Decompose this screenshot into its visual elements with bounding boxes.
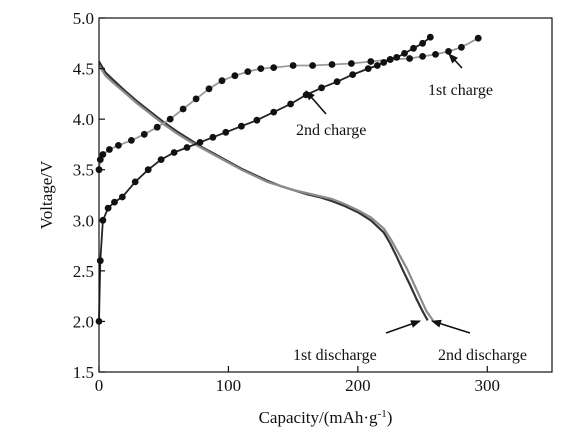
data-point-1st-charge [115,142,122,149]
annotation-label-2nd-charge: 2nd charge [296,122,366,139]
annotation-arrow-1st-charge [448,53,463,69]
data-point-2nd-charge [238,122,245,130]
data-point-2nd-charge [410,44,417,52]
series-1st-discharge [98,60,429,321]
annotation-arrow-1st-discharge [385,320,421,334]
annotation-arrow-2nd-discharge [431,319,471,334]
x-axis-title-superscript: -1 [378,408,387,420]
annotation-arrow-2nd-charge [305,90,327,115]
series-layer [95,33,482,325]
data-point-1st-charge [218,77,226,85]
y-tick-label: 5.0 [73,9,94,28]
data-point-1st-charge [328,61,336,68]
data-point-1st-charge [106,146,113,153]
data-point-2nd-charge [157,156,165,164]
data-point-2nd-charge [393,54,401,61]
data-point-2nd-charge [426,33,434,41]
data-point-2nd-charge [111,198,118,206]
annotation-1st-discharge: 1st discharge [293,320,421,364]
data-point-1st-charge [127,137,135,144]
annotation-1st-charge: 1st charge [428,53,493,99]
data-point-1st-charge [474,34,482,42]
data-point-1st-charge [140,130,148,138]
data-point-2nd-charge [386,56,394,63]
data-point-1st-charge [231,72,239,80]
data-point-1st-charge [179,105,187,113]
data-point-1st-charge [289,62,297,69]
data-point-1st-charge [153,123,161,131]
data-point-1st-charge [244,68,252,75]
annotation-label-1st-charge: 1st charge [428,82,493,99]
data-point-1st-charge [458,43,465,51]
data-point-2nd-charge [131,178,139,186]
plot-frame [98,17,553,373]
x-axis-title-close: ) [387,408,393,427]
data-point-1st-charge [432,51,439,58]
data-point-2nd-charge [196,139,204,146]
data-point-1st-charge [445,48,452,55]
x-tick-label: 300 [475,376,501,395]
annotation-2nd-discharge: 2nd discharge [431,319,527,364]
annotation-layer: 1st charge 2nd charge 1st discharge 2nd … [293,53,527,364]
data-point-2nd-charge [104,204,112,212]
x-axis-title-main: Capacity/(mAh·g [259,408,378,427]
annotation-2nd-charge: 2nd charge [296,90,366,139]
data-point-2nd-charge [170,149,178,156]
data-point-2nd-charge [222,128,230,136]
data-point-2nd-charge [118,193,126,201]
series-line-1st-discharge [98,60,429,321]
data-point-2nd-charge [364,65,372,72]
series-line-2nd-discharge [98,64,434,322]
y-tick-label: 2.0 [73,312,94,331]
x-axis-title: Capacity/(mAh·g-1) [259,408,393,427]
data-point-1st-charge [367,58,375,65]
data-point-2nd-charge [373,62,381,69]
data-point-1st-charge [205,85,213,93]
data-point-2nd-charge [287,100,294,108]
data-point-2nd-charge [349,71,357,78]
y-axis-title: Voltage/V [37,160,56,229]
annotation-label-1st-discharge: 1st discharge [293,347,377,364]
y-tick-label: 2.5 [73,262,94,281]
data-point-2nd-charge [380,59,388,66]
data-point-1st-charge [270,64,278,71]
data-point-1st-charge [406,55,413,62]
data-point-2nd-charge [318,84,325,92]
data-point-2nd-charge [96,257,104,265]
data-point-1st-charge [348,60,355,67]
data-point-1st-charge [192,95,200,103]
data-point-2nd-charge [333,78,341,86]
axes-layer [98,17,553,373]
y-tick-label: 3.0 [73,211,94,230]
data-point-2nd-charge [401,50,408,57]
x-tick-label: 100 [216,376,242,395]
data-point-2nd-charge [209,133,217,141]
annotation-label-2nd-discharge: 2nd discharge [438,347,527,364]
data-point-2nd-charge [419,39,426,47]
data-point-1st-charge [99,151,107,158]
y-tick-label: 4.0 [73,110,94,129]
series-2nd-discharge [98,64,434,322]
data-point-1st-charge [419,53,426,60]
y-tick-label: 4.5 [73,60,94,79]
data-point-2nd-charge [144,166,152,174]
data-point-2nd-charge [253,116,261,124]
data-point-2nd-charge [270,108,278,116]
x-tick-label: 200 [345,376,371,395]
data-point-1st-charge [257,65,265,72]
y-tick-label: 3.5 [73,161,94,180]
data-point-1st-charge [309,62,316,69]
x-tick-label: 0 [95,376,104,395]
y-tick-label: 1.5 [73,363,94,382]
ticks-layer: 0 100 200 300 1.5 2.0 2.5 3.0 3.5 4.0 4.5 5.0 [73,9,500,395]
data-point-1st-charge [166,115,174,123]
data-point-2nd-charge [183,144,191,151]
